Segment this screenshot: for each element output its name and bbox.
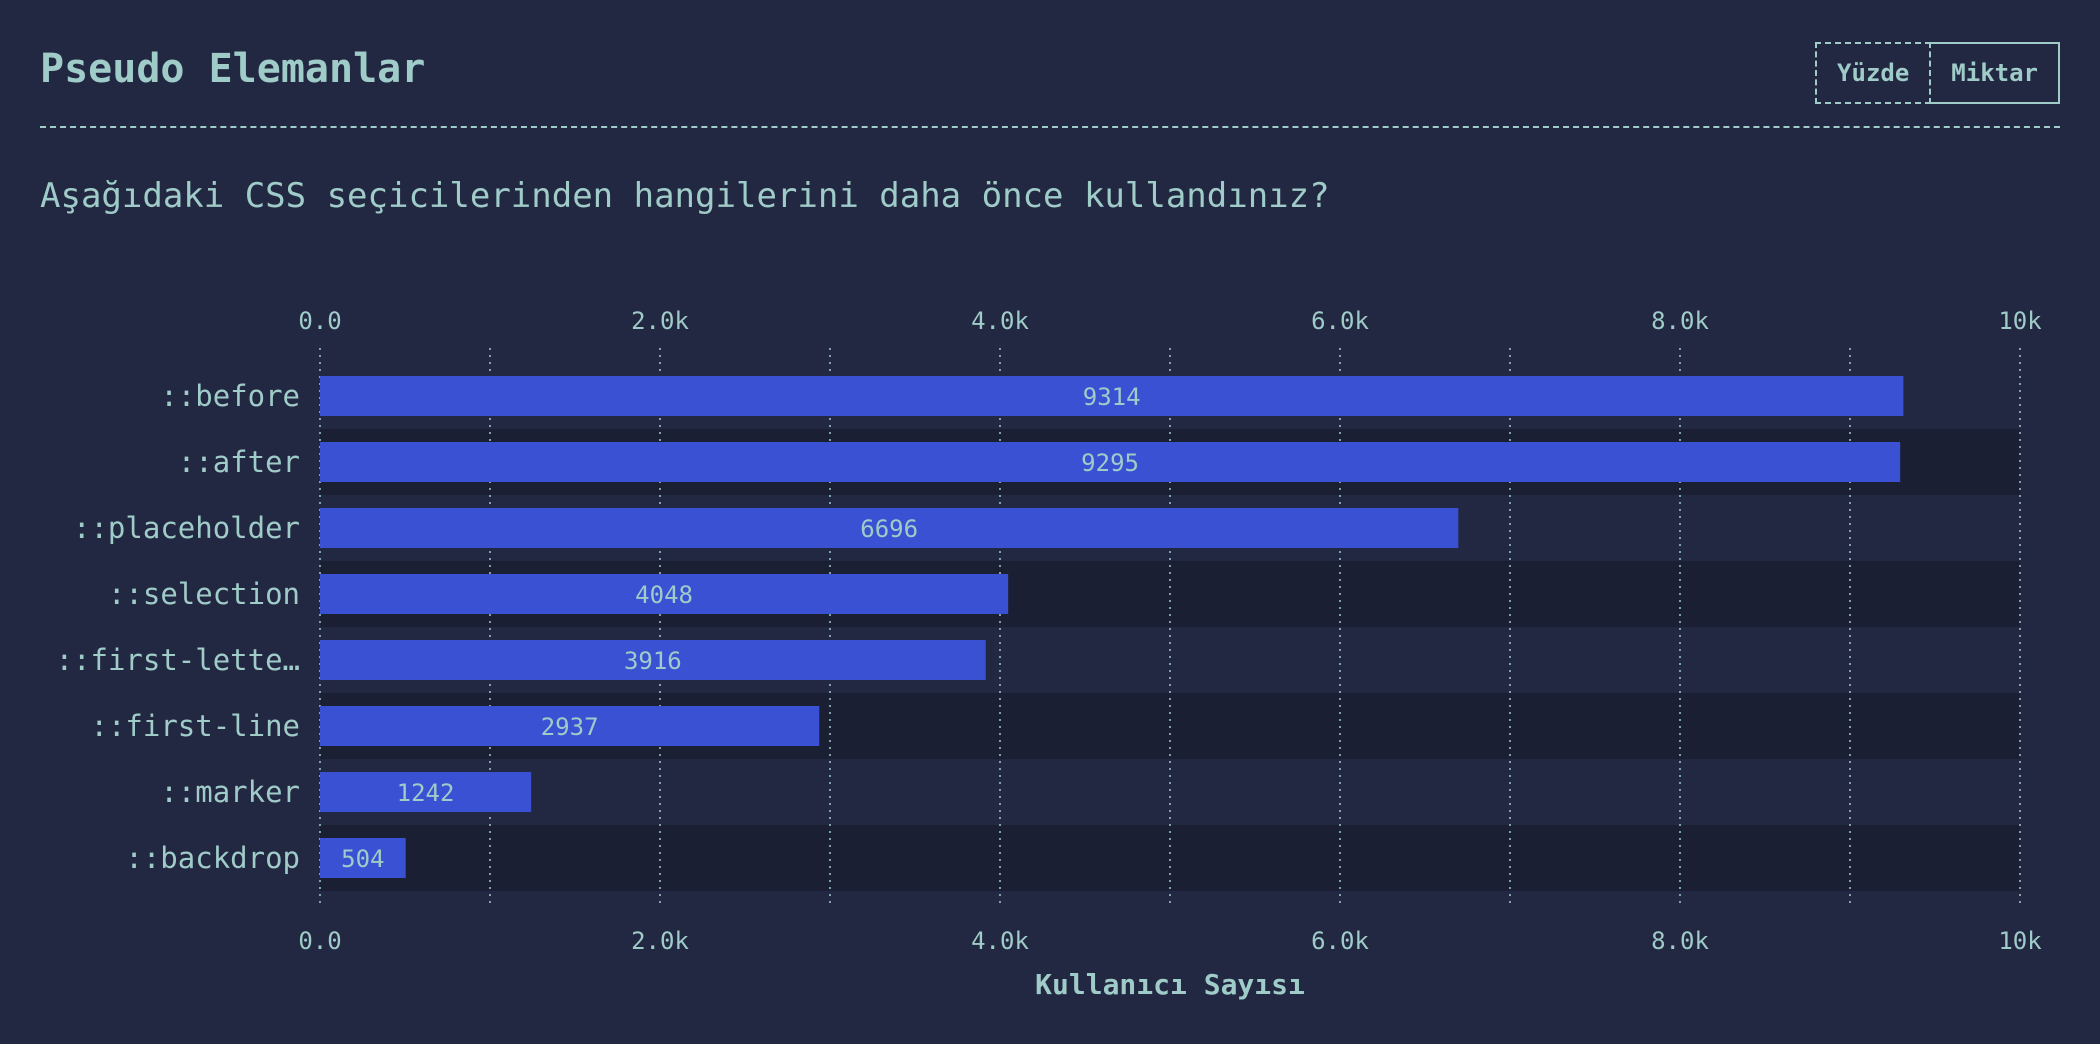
bar <box>320 640 986 680</box>
bar-value-label: 1242 <box>397 779 455 807</box>
x-tick-label-top: 6.0k <box>1311 307 1369 335</box>
category-label: ::selection <box>108 577 300 611</box>
x-tick-label-top: 10k <box>1998 307 2042 335</box>
category-label: ::backdrop <box>125 841 300 875</box>
x-tick-label-top: 8.0k <box>1651 307 1709 335</box>
x-tick-label-bottom: 4.0k <box>971 927 1029 955</box>
bar-value-label: 3916 <box>624 647 682 675</box>
x-tick-label-bottom: 8.0k <box>1651 927 1709 955</box>
category-label: ::placeholder <box>73 511 300 545</box>
x-tick-label-top: 2.0k <box>631 307 689 335</box>
x-tick-label-top: 4.0k <box>971 307 1029 335</box>
x-tick-label-bottom: 0.0 <box>298 927 341 955</box>
category-label: ::first-lette… <box>56 643 300 677</box>
category-label: ::first-line <box>90 709 300 743</box>
x-tick-label-top: 0.0 <box>298 307 341 335</box>
units-toggle: Yüzde Miktar <box>1815 42 2060 104</box>
percent-toggle-button[interactable]: Yüzde <box>1815 42 1932 104</box>
x-axis-title: Kullanıcı Sayısı <box>1035 968 1305 1001</box>
bar <box>320 376 1904 416</box>
bar-value-label: 2937 <box>541 713 599 741</box>
chart-header: Pseudo Elemanlar Yüzde Miktar <box>40 36 2060 128</box>
bar <box>320 838 406 878</box>
count-toggle-button[interactable]: Miktar <box>1931 42 2060 104</box>
bar <box>320 508 1459 548</box>
bar-value-label: 4048 <box>635 581 693 609</box>
page-title: Pseudo Elemanlar <box>40 46 426 92</box>
bar <box>320 772 532 812</box>
bar-value-label: 9314 <box>1083 383 1141 411</box>
category-label: ::after <box>178 445 300 479</box>
category-label: ::before <box>160 379 300 413</box>
bar-value-label: 6696 <box>860 515 918 543</box>
x-tick-label-bottom: 6.0k <box>1311 927 1369 955</box>
survey-question: Aşağıdaki CSS seçicilerinden hangilerini… <box>40 176 1330 216</box>
bar <box>320 442 1901 482</box>
x-tick-label-bottom: 2.0k <box>631 927 689 955</box>
category-label: ::marker <box>160 775 300 809</box>
bar-value-label: 9295 <box>1081 449 1139 477</box>
bar <box>320 706 820 746</box>
bar-value-label: 504 <box>341 845 384 873</box>
bar <box>320 574 1009 614</box>
x-tick-label-bottom: 10k <box>1998 927 2042 955</box>
